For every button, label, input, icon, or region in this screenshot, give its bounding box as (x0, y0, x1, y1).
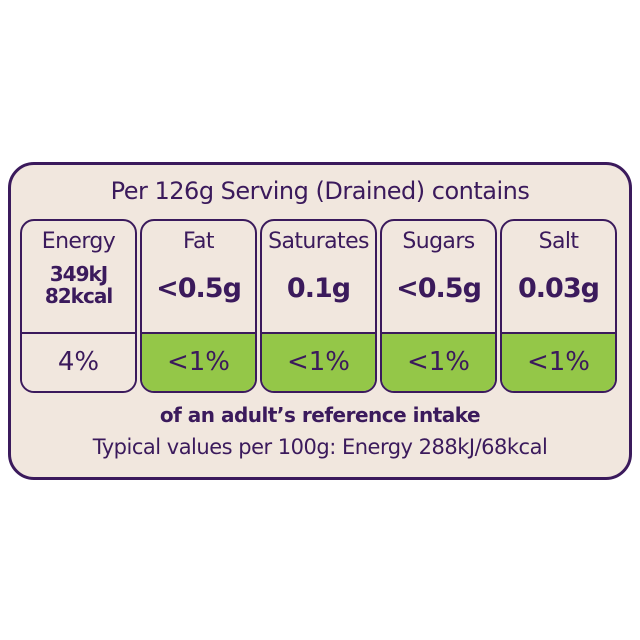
nutrient-value: <0.5g (156, 273, 242, 304)
nutrient-name: Salt (538, 229, 579, 254)
nutrient-value: 0.1g (286, 273, 351, 304)
nutrient-name: Fat (183, 229, 215, 254)
reference-intake-percent: <1% (382, 332, 495, 391)
nutrient-value: 0.03g (518, 273, 600, 304)
serving-title: Per 126g Serving (Drained) contains (110, 177, 530, 205)
nutrition-label: Per 126g Serving (Drained) contains Ener… (8, 162, 632, 480)
nutrient-sugars: Sugars <0.5g <1% (380, 219, 497, 393)
nutrient-name: Sugars (402, 229, 475, 254)
typical-values: Typical values per 100g: Energy 288kJ/68… (92, 435, 548, 459)
nutrient-value: 349kJ 82kcal (22, 263, 135, 307)
nutrient-energy: Energy 349kJ 82kcal 4% (20, 219, 137, 393)
energy-kcal: 82kcal (44, 284, 113, 308)
reference-intake-percent: <1% (502, 332, 615, 391)
reference-intake-percent: 4% (22, 332, 135, 391)
reference-intake-percent: <1% (262, 332, 375, 391)
nutrient-name: Energy (41, 229, 116, 254)
energy-kj: 349kJ (49, 262, 109, 286)
nutrient-value: <0.5g (396, 273, 482, 304)
nutrient-name: Saturates (268, 229, 369, 254)
reference-intake-note: of an adult’s reference intake (159, 403, 481, 427)
nutrient-salt: Salt 0.03g <1% (500, 219, 617, 393)
nutrient-saturates: Saturates 0.1g <1% (260, 219, 377, 393)
reference-intake-percent: <1% (142, 332, 255, 391)
nutrient-fat: Fat <0.5g <1% (140, 219, 257, 393)
